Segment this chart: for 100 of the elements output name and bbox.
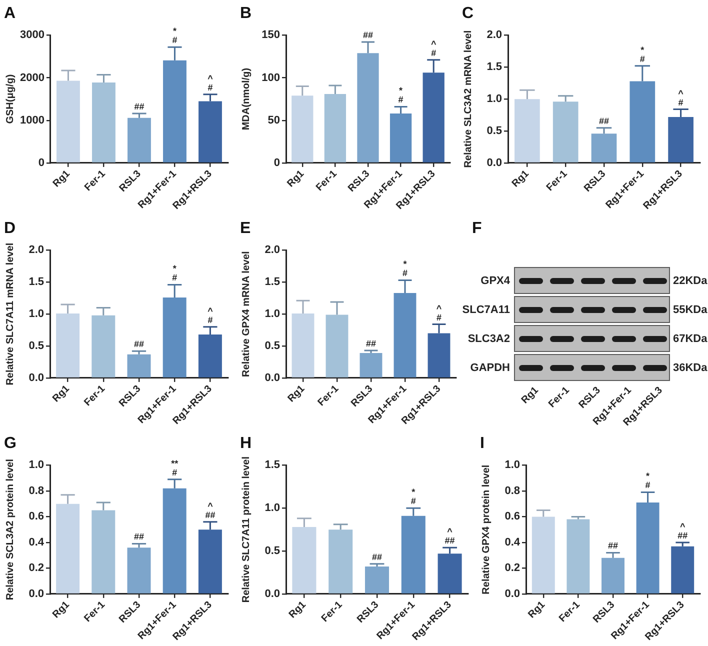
annotation: # bbox=[208, 82, 213, 92]
y-tick-label: 2000 bbox=[20, 72, 44, 84]
y-tick-label: 0 bbox=[274, 156, 280, 169]
annotation: ## bbox=[134, 339, 144, 350]
chart-title: H bbox=[240, 435, 252, 452]
annotation: # bbox=[645, 480, 650, 490]
annotation: ^ bbox=[208, 306, 214, 316]
y-tick-label: 1.0 bbox=[28, 459, 44, 472]
category-label: SLC3A2 bbox=[468, 332, 510, 344]
y-axis-title: Relative SLC3A2 mRNA level bbox=[462, 30, 474, 168]
category-label: GAPDH bbox=[470, 362, 510, 374]
annotation: ^ bbox=[436, 303, 442, 314]
x-tick-label: Rg1 bbox=[285, 168, 307, 190]
y-tick-label: 1.0 bbox=[504, 459, 520, 472]
annotation: # bbox=[172, 35, 178, 46]
annotation: ^ bbox=[678, 88, 684, 98]
annotation: * bbox=[646, 471, 650, 482]
annotation: * bbox=[399, 86, 404, 96]
y-tick-label: 0.0 bbox=[264, 588, 280, 600]
chart-title: B bbox=[240, 5, 252, 22]
x-tick-label: Rg1 bbox=[50, 383, 72, 405]
annotation: ## bbox=[134, 102, 144, 112]
x-tick-label: Rg1 bbox=[287, 599, 309, 621]
y-tick-label: 3000 bbox=[20, 29, 44, 42]
x-tick-label: Rg1 bbox=[50, 599, 72, 621]
annotation: ## bbox=[372, 552, 382, 562]
y-tick-label: 0.0 bbox=[264, 372, 280, 384]
y-tick-label: 1.5 bbox=[264, 276, 280, 288]
y-tick-label: 0.0 bbox=[28, 372, 44, 384]
y-tick-label: 0.6 bbox=[504, 510, 520, 523]
annotation: ^ bbox=[680, 521, 686, 532]
annotation: # bbox=[640, 54, 645, 64]
y-tick-label: 0.5 bbox=[264, 340, 280, 352]
x-tick-label: Rg1 bbox=[526, 599, 548, 621]
y-tick-label: 0.8 bbox=[28, 484, 44, 497]
annotation: ^ bbox=[430, 38, 437, 49]
category-label: 55KDa bbox=[673, 304, 708, 316]
annotation: ## bbox=[444, 536, 455, 546]
y-axis-title: Relative SLC7A11 mRNA level bbox=[4, 242, 16, 386]
annotation: ** bbox=[171, 458, 179, 468]
annotation: ## bbox=[205, 510, 216, 520]
annotation: ## bbox=[678, 530, 688, 540]
annotation: ## bbox=[134, 532, 144, 542]
annotation: ## bbox=[598, 116, 610, 126]
y-tick-label: 100 bbox=[262, 72, 280, 84]
chart-title: E bbox=[240, 220, 251, 238]
annotation: # bbox=[678, 97, 684, 108]
y-tick-label: 0.0 bbox=[486, 156, 502, 169]
annotation: # bbox=[436, 312, 442, 322]
y-tick-label: 2.0 bbox=[264, 244, 280, 256]
y-tick-label: 1.0 bbox=[264, 502, 280, 514]
y-tick-label: 1.0 bbox=[486, 93, 502, 106]
x-tick-label: Rg1 bbox=[286, 383, 308, 405]
chart-title: G bbox=[4, 435, 16, 452]
y-tick-label: 2.0 bbox=[28, 244, 44, 256]
annotation: * bbox=[412, 487, 416, 498]
annotation: ^ bbox=[447, 526, 454, 537]
y-tick-label: 1.5 bbox=[264, 459, 280, 472]
y-tick-label: 50 bbox=[268, 114, 280, 126]
y-axis-title: Relative SLC7A11 protein level bbox=[240, 456, 252, 603]
chart-title: I bbox=[480, 435, 484, 452]
y-tick-label: 150 bbox=[262, 29, 280, 42]
annotation: # bbox=[398, 94, 404, 105]
annotation: ## bbox=[366, 338, 376, 348]
annotation: ^ bbox=[208, 500, 214, 511]
x-tick-label: Rg1 bbox=[510, 168, 532, 190]
y-axis-title: Relative GPX4 mRNA level bbox=[240, 250, 252, 377]
y-tick-label: 0.6 bbox=[28, 510, 44, 523]
annotation: * bbox=[172, 264, 177, 274]
y-tick-label: 1.5 bbox=[28, 276, 44, 288]
category-label: GPX4 bbox=[480, 274, 510, 286]
annotation: * bbox=[172, 26, 177, 36]
y-tick-label: 0.5 bbox=[264, 545, 280, 558]
text: F bbox=[472, 220, 482, 238]
annotation: # bbox=[402, 268, 408, 278]
category-label: 36KDa bbox=[673, 362, 708, 374]
annotation: * bbox=[403, 259, 408, 270]
y-tick-label: 1.0 bbox=[264, 308, 280, 320]
chart-title: D bbox=[4, 220, 16, 238]
y-tick-label: 1000 bbox=[20, 114, 44, 126]
y-tick-label: 0.2 bbox=[28, 562, 44, 574]
category-label: 22KDa bbox=[673, 274, 708, 286]
annotation: ## bbox=[362, 30, 374, 40]
y-tick-label: 0.5 bbox=[28, 340, 44, 352]
y-tick-label: 0.4 bbox=[504, 536, 521, 548]
y-tick-label: 0.2 bbox=[504, 562, 520, 574]
annotation: # bbox=[410, 496, 416, 506]
annotation: # bbox=[208, 314, 213, 325]
y-axis-title: GSH(μg/g) bbox=[4, 74, 16, 124]
x-tick-label: Rg1 bbox=[51, 168, 73, 190]
annotation: ^ bbox=[208, 73, 214, 84]
chart-title: C bbox=[462, 5, 474, 22]
annotation: # bbox=[431, 48, 436, 58]
annotation: * bbox=[640, 44, 645, 55]
category-label: SLC7A11 bbox=[462, 304, 510, 316]
annotation: # bbox=[172, 272, 178, 283]
category-label: 67KDa bbox=[673, 332, 708, 344]
y-axis-title: MDA(nmol/g) bbox=[240, 68, 252, 130]
y-tick-label: 0.0 bbox=[28, 588, 44, 600]
chart-title: A bbox=[4, 5, 16, 22]
